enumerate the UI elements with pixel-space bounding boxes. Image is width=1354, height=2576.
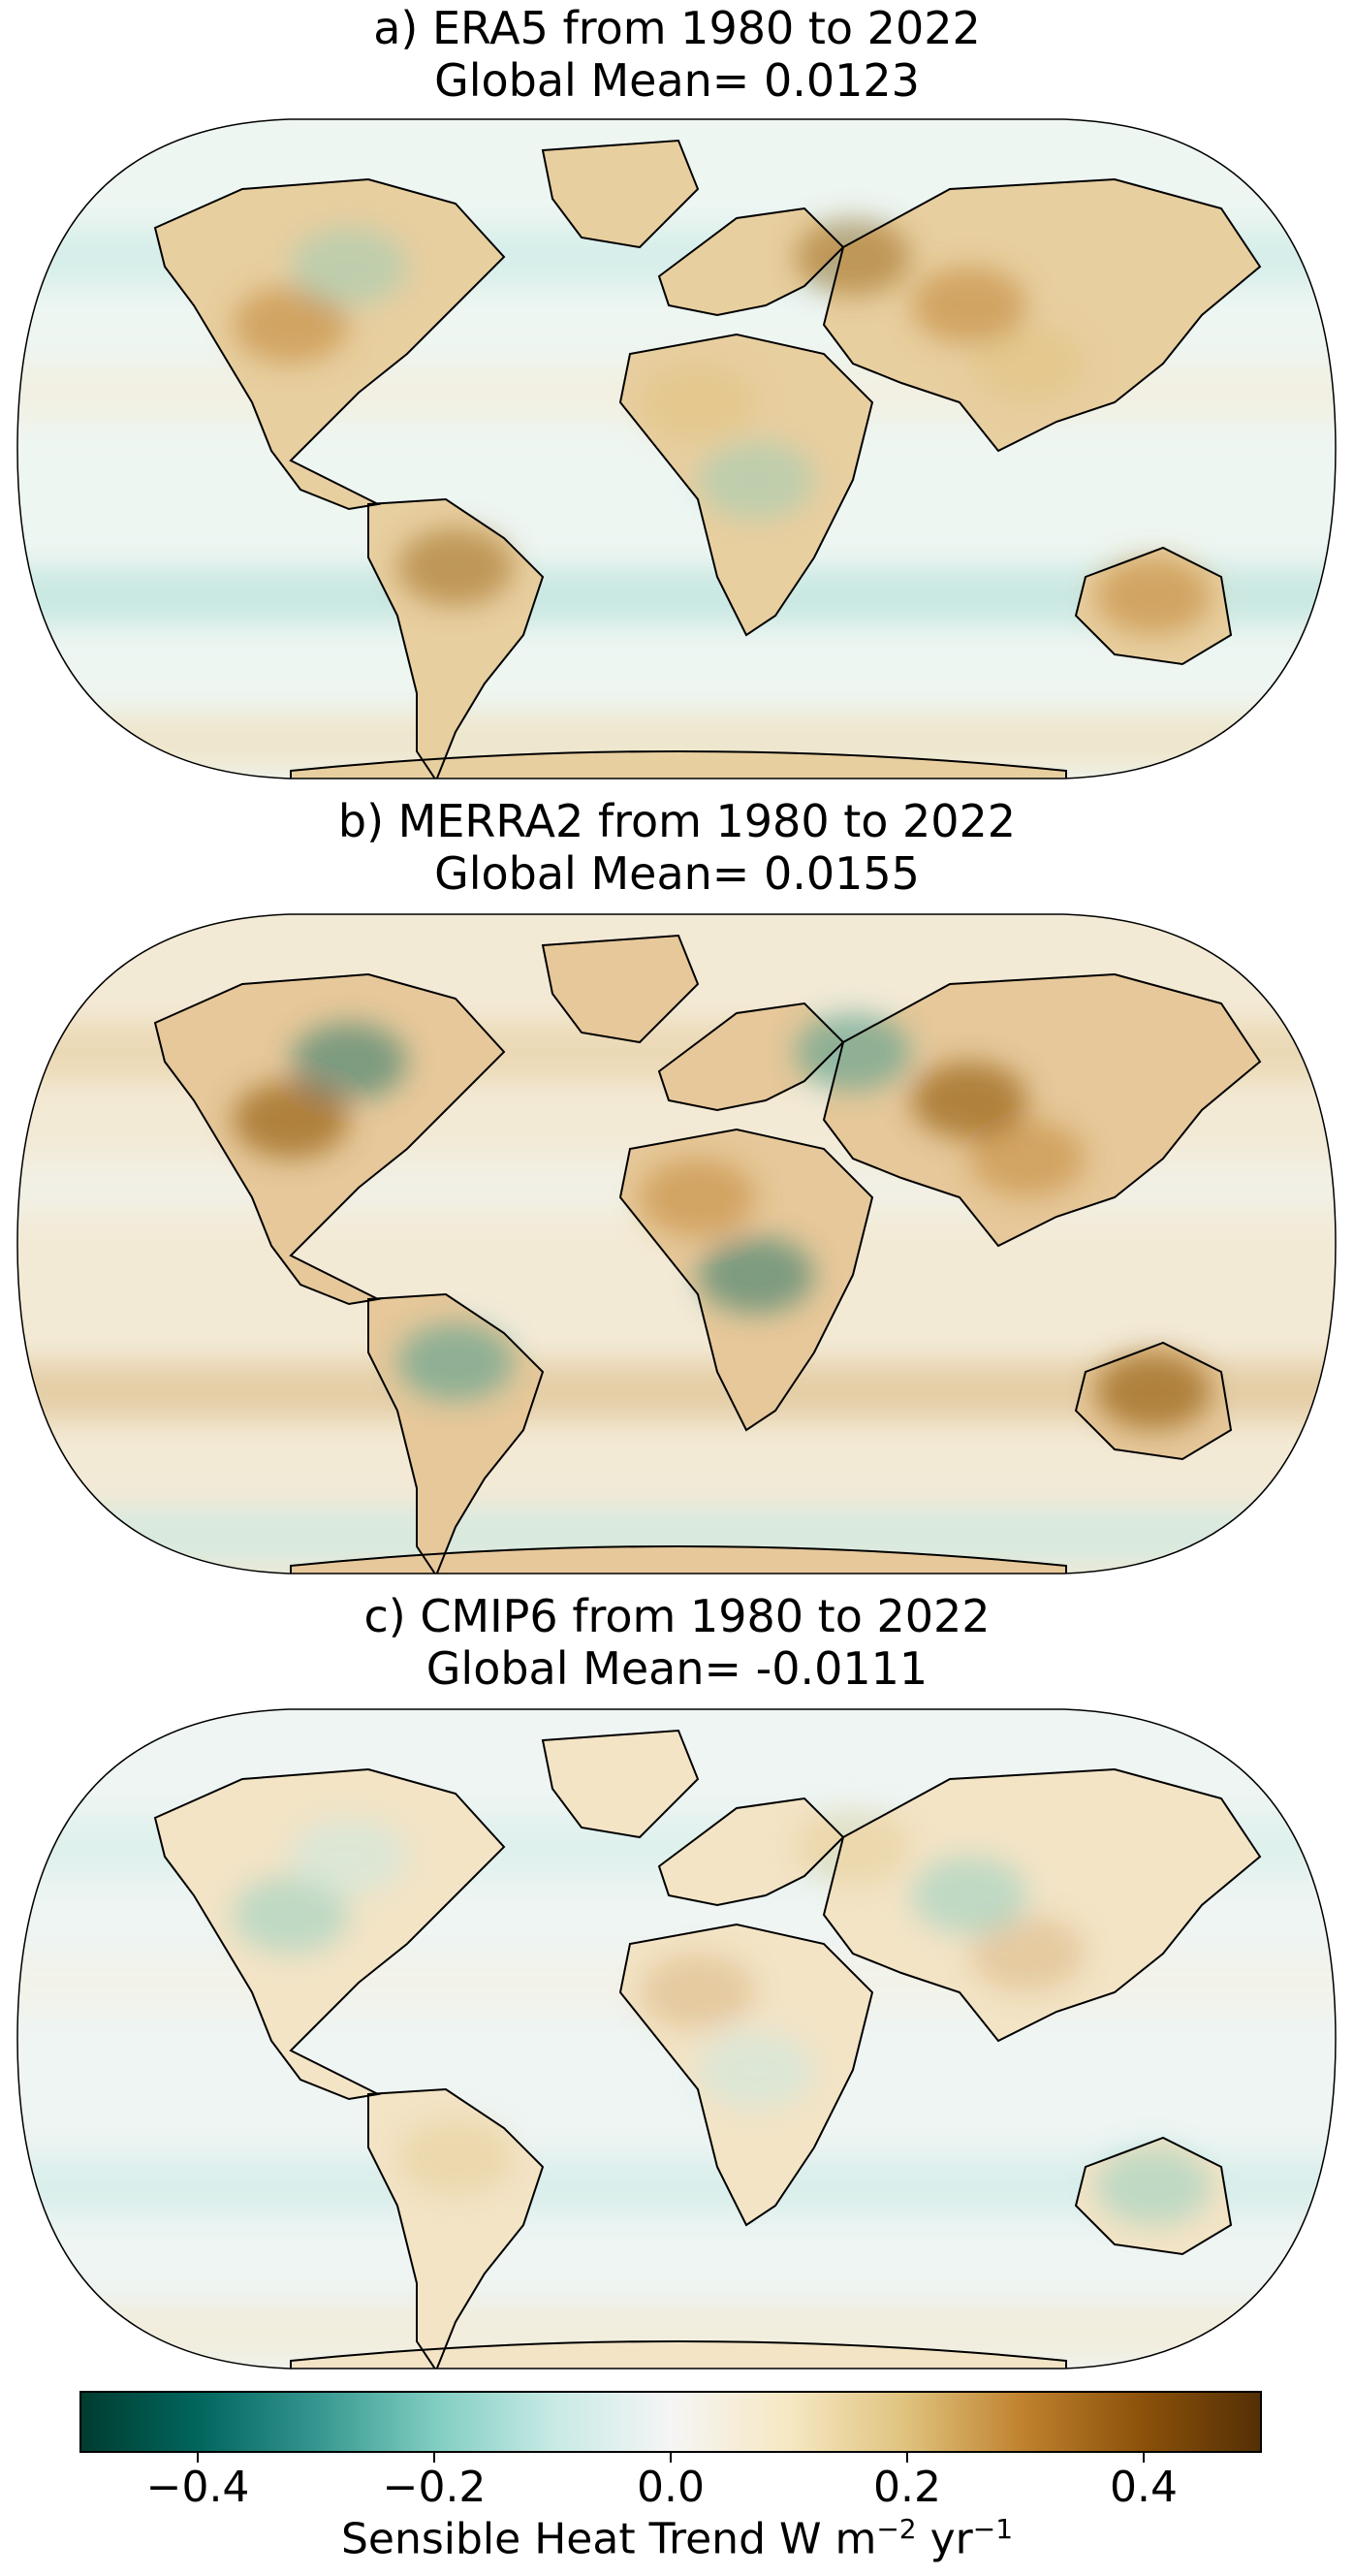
panel-c-title: c) CMIP6 from 1980 to 2022 Global Mean= … [0,1590,1354,1695]
colorbar [79,2391,1262,2453]
colorbar-tick-label: 0.0 [637,2463,705,2512]
colorbar-label-mid: yr [916,2514,973,2564]
panel-a-map [16,118,1337,779]
colorbar-tick-mark [433,2453,435,2463]
colorbar-tick-mark [670,2453,672,2463]
panel-c-map [16,1708,1337,2369]
colorbar-tick-mark [197,2453,199,2463]
colorbar-label-exp2: −1 [972,2513,1014,2545]
panel-c-global-mean: Global Mean= -0.0111 [425,1642,929,1695]
panel-b-title-line: b) MERRA2 from 1980 to 2022 [337,795,1017,847]
colorbar-tick-label: −0.4 [145,2463,250,2512]
panel-a-global-mean: Global Mean= 0.0123 [434,54,920,107]
colorbar-tick-mark [906,2453,908,2463]
colorbar-tick-label: 0.4 [1110,2463,1178,2512]
map-outline [16,1708,1337,2369]
colorbar-label-text: Sensible Heat Trend W m [340,2514,877,2564]
map-field [17,914,1336,1574]
colorbar-tick-label: 0.2 [873,2463,941,2512]
panel-b-global-mean: Global Mean= 0.0155 [434,847,920,900]
map-field [17,1709,1336,2369]
panel-a-title-line: a) ERA5 from 1980 to 2022 [373,2,981,54]
colorbar-tick-label: −0.2 [382,2463,487,2512]
panel-b-title: b) MERRA2 from 1980 to 2022 Global Mean=… [0,795,1354,900]
map-field [17,119,1336,779]
map-outline [16,118,1337,779]
panel-c-title-line: c) CMIP6 from 1980 to 2022 [363,1590,991,1642]
map-outline [16,913,1337,1574]
panel-a-title: a) ERA5 from 1980 to 2022 Global Mean= 0… [0,2,1354,107]
colorbar-label: Sensible Heat Trend W m−2 yr−1 [0,2513,1354,2564]
colorbar-label-exp1: −2 [876,2513,917,2545]
panel-b-map [16,913,1337,1574]
colorbar-tick-mark [1143,2453,1145,2463]
